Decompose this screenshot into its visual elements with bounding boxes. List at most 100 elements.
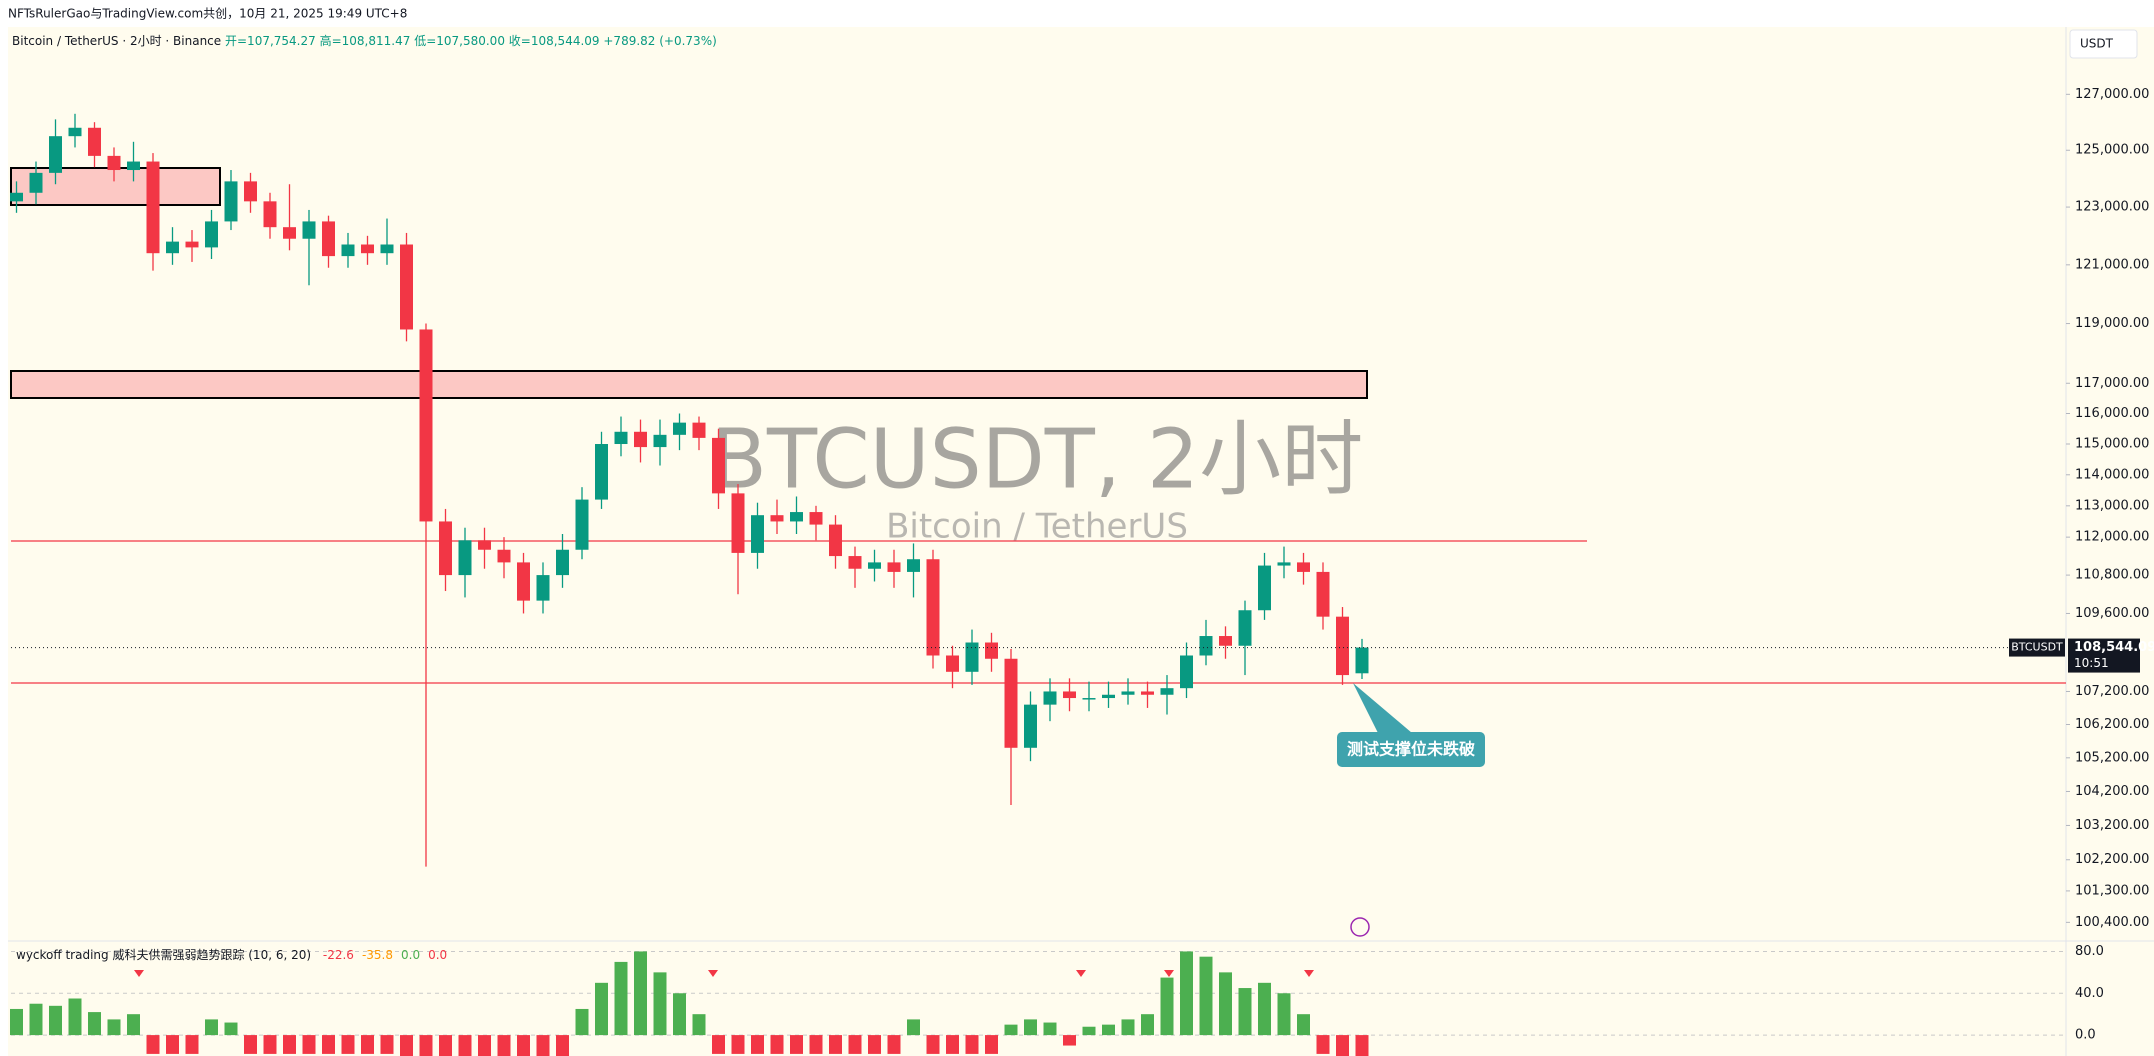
histogram-bar xyxy=(595,982,608,1036)
histogram-bar xyxy=(731,1035,745,1054)
histogram-bar xyxy=(751,1035,764,1054)
histogram-bar xyxy=(1219,972,1232,1036)
candle-body xyxy=(1219,636,1232,646)
histogram-bar xyxy=(985,1035,998,1054)
price-tag xyxy=(2068,638,2140,673)
histogram-bar xyxy=(205,1019,218,1036)
candle-body xyxy=(770,515,784,522)
indicator-value: 0.0 xyxy=(401,948,420,962)
candle-body xyxy=(263,201,277,228)
currency[interactable]: USDT xyxy=(2080,37,2114,51)
candle-body xyxy=(1336,616,1349,676)
y-tick-label: 109,600.00 xyxy=(2075,606,2149,621)
candle-body xyxy=(848,556,862,569)
histogram-bar xyxy=(1199,956,1213,1036)
candle-body xyxy=(1316,571,1330,617)
histogram-bar xyxy=(29,1003,43,1036)
candle-body xyxy=(1238,610,1252,646)
change: +789.82 (+0.73%) xyxy=(603,34,716,48)
y-tick-label: 104,200.00 xyxy=(2075,784,2149,799)
candle-body xyxy=(1141,691,1154,695)
candle-body xyxy=(634,431,647,448)
indicator-title: wyckoff trading 威科夫供需强弱趋势跟踪 (10, 6, 20) xyxy=(16,948,311,962)
histogram-bar xyxy=(965,1035,979,1054)
ohlc-close: 收=108,544.09 xyxy=(509,34,600,48)
ohlc-low: 低=107,580.00 xyxy=(414,34,505,48)
histogram-bar xyxy=(673,993,686,1036)
y-tick-label: 102,200.00 xyxy=(2075,852,2149,867)
candle-body xyxy=(926,559,940,656)
signal xyxy=(1164,970,1174,977)
signal xyxy=(1076,970,1086,977)
y-tick-label: 115,000.00 xyxy=(2075,437,2149,452)
histogram-bar xyxy=(1102,1024,1115,1036)
histogram-bar xyxy=(263,1035,277,1054)
signal xyxy=(1304,970,1314,977)
histogram-bar xyxy=(283,1035,296,1054)
histogram-bar xyxy=(224,1022,238,1036)
y-tick-label: 121,000.00 xyxy=(2075,257,2149,272)
candle-body xyxy=(1277,562,1291,566)
candle-body xyxy=(829,524,842,557)
candle-body xyxy=(536,575,550,601)
histogram-bar xyxy=(536,1035,550,1056)
candle-body xyxy=(712,437,725,494)
indicator-value: -35.8 xyxy=(362,948,393,962)
histogram-bar xyxy=(653,972,667,1036)
candle-body xyxy=(614,431,628,445)
signal xyxy=(708,970,718,977)
price-tag-text: 108,544.09 xyxy=(2074,640,2154,655)
indicator-value: -22.6 xyxy=(323,948,354,962)
candle-body xyxy=(88,127,101,156)
y-tick-label: 114,000.00 xyxy=(2075,467,2149,482)
y-tick-label: 116,000.00 xyxy=(2075,406,2149,421)
candle-body xyxy=(790,512,803,522)
y-tick-label: 113,000.00 xyxy=(2075,498,2149,513)
histogram-bar xyxy=(1004,1024,1018,1036)
candle-body xyxy=(400,244,413,330)
candle-body xyxy=(127,161,140,171)
candle-body xyxy=(224,181,238,222)
histogram-bar xyxy=(868,1035,881,1054)
candle-body xyxy=(49,136,62,173)
histogram-bar xyxy=(1316,1035,1330,1054)
histogram-bar xyxy=(68,998,82,1036)
candle-body xyxy=(166,241,179,254)
histogram-bar xyxy=(341,1035,355,1054)
candle-body xyxy=(1102,694,1115,699)
legend: Bitcoin / TetherUS · 2小时 · Binance 开=107… xyxy=(12,33,717,48)
histogram-bar xyxy=(127,1014,140,1036)
indicator-value: 0.0 xyxy=(428,948,447,962)
candle-body xyxy=(1180,655,1193,689)
candle-body xyxy=(361,244,374,254)
header: NFTsRulerGao与TradingView.com共创，10月 21, 2… xyxy=(8,7,407,21)
candle-body xyxy=(1297,562,1310,572)
y-tick-label: 123,000.00 xyxy=(2075,200,2149,215)
currency-box[interactable] xyxy=(2069,29,2138,59)
candle-body xyxy=(1004,658,1018,748)
event-icon[interactable] xyxy=(1350,917,1370,937)
candle-body xyxy=(575,499,589,550)
callout-text: 测试支撑位未跌破 xyxy=(1347,740,1475,759)
y-tick-label: 105,200.00 xyxy=(2075,750,2149,765)
histogram-bar xyxy=(1121,1019,1135,1036)
histogram-bar xyxy=(146,1035,160,1054)
histogram-bar xyxy=(49,1005,62,1036)
candle-body xyxy=(380,244,394,254)
histogram-bar xyxy=(809,1035,823,1054)
marks xyxy=(10,93,2070,1056)
histogram-bar xyxy=(1336,1035,1349,1056)
candle-body xyxy=(244,181,257,202)
candle-body xyxy=(868,562,881,569)
histogram-bar xyxy=(1297,1014,1310,1036)
histogram-bar xyxy=(1277,993,1291,1036)
histogram-bar xyxy=(887,1035,901,1054)
candle-body xyxy=(1199,636,1213,656)
candle-body xyxy=(1355,647,1369,674)
histogram-bar xyxy=(575,1008,589,1036)
candle-body xyxy=(322,221,335,257)
candle-body xyxy=(1082,698,1096,700)
candle-body xyxy=(965,642,979,672)
histogram-bar xyxy=(712,1035,725,1054)
candle-body xyxy=(751,515,764,553)
